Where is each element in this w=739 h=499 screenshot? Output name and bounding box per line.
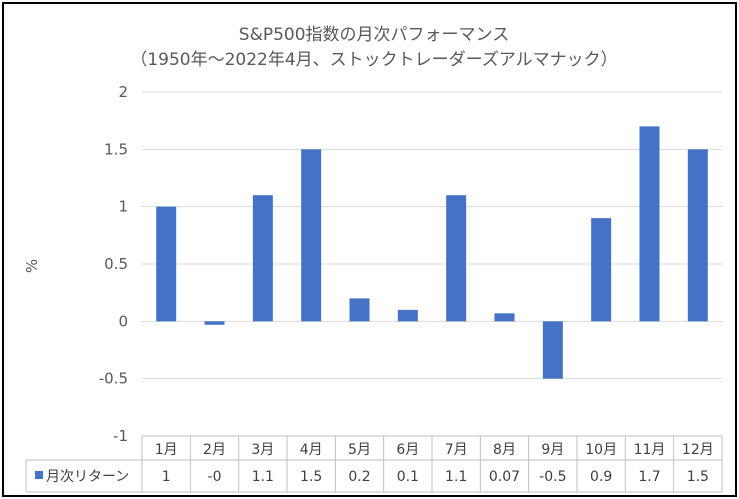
data-label: 1 (162, 469, 171, 485)
bar-5 (349, 298, 370, 322)
legend-swatch (35, 471, 43, 479)
bar-9 (542, 321, 563, 379)
x-tick-label: 12月 (682, 442, 714, 458)
data-label: -0 (208, 469, 222, 485)
bar-8 (494, 313, 515, 322)
x-tick-label: 11月 (634, 442, 666, 458)
bar-3 (252, 195, 273, 322)
x-tick-label: 8月 (493, 442, 516, 458)
y-axis-label: % (23, 259, 41, 273)
y-tick-label: -0.5 (99, 370, 128, 388)
y-tick-label: 1 (118, 198, 128, 216)
data-label: 0.9 (590, 469, 612, 485)
y-tick-label: 0.5 (104, 255, 128, 273)
bar-10 (591, 218, 612, 322)
bar-2 (204, 321, 225, 325)
x-tick-label: 6月 (396, 442, 419, 458)
x-tick-label: 7月 (445, 442, 468, 458)
bar-12 (687, 149, 708, 322)
bars (156, 126, 708, 379)
y-tick-label: 1.5 (104, 140, 128, 158)
data-label: 0.2 (348, 469, 370, 485)
y-tick-label: 0 (118, 312, 128, 330)
x-tick-label: 5月 (348, 442, 371, 458)
gridlines: -1 -0.5 0 0.5 1 1.5 2 (99, 83, 722, 445)
x-tick-label: 1月 (155, 442, 178, 458)
data-label: 1.7 (638, 469, 660, 485)
y-tick-label: 2 (118, 83, 128, 101)
chart-svg: S&P500指数の月次パフォーマンス （1950年～2022年4月、ストックトレ… (23, 25, 723, 493)
x-tick-label: 10月 (585, 442, 617, 458)
data-label: 0.07 (489, 469, 520, 485)
data-table: 1月12月-03月1.14月1.55月0.26月0.17月1.18月0.079月… (25, 435, 723, 493)
data-label: -0.5 (539, 469, 566, 485)
x-tick-label: 2月 (203, 442, 226, 458)
bar-7 (446, 195, 467, 322)
x-tick-label: 9月 (541, 442, 564, 458)
chart-title: S&P500指数の月次パフォーマンス (239, 25, 509, 45)
bar-11 (639, 126, 660, 322)
bar-6 (397, 309, 418, 322)
bar-1 (156, 206, 177, 322)
bar-4 (301, 149, 322, 322)
data-label: 1.5 (687, 469, 709, 485)
data-label: 0.1 (397, 469, 419, 485)
data-label: 1.1 (445, 469, 467, 485)
x-tick-label: 4月 (300, 442, 323, 458)
legend-label: 月次リターン (46, 469, 129, 485)
x-tick-label: 3月 (251, 442, 274, 458)
data-label: 1.5 (300, 469, 322, 485)
chart-subtitle: （1950年～2022年4月、ストックトレーダーズアルマナック） (130, 50, 617, 70)
data-label: 1.1 (252, 469, 274, 485)
y-tick-label: -1 (113, 427, 128, 445)
